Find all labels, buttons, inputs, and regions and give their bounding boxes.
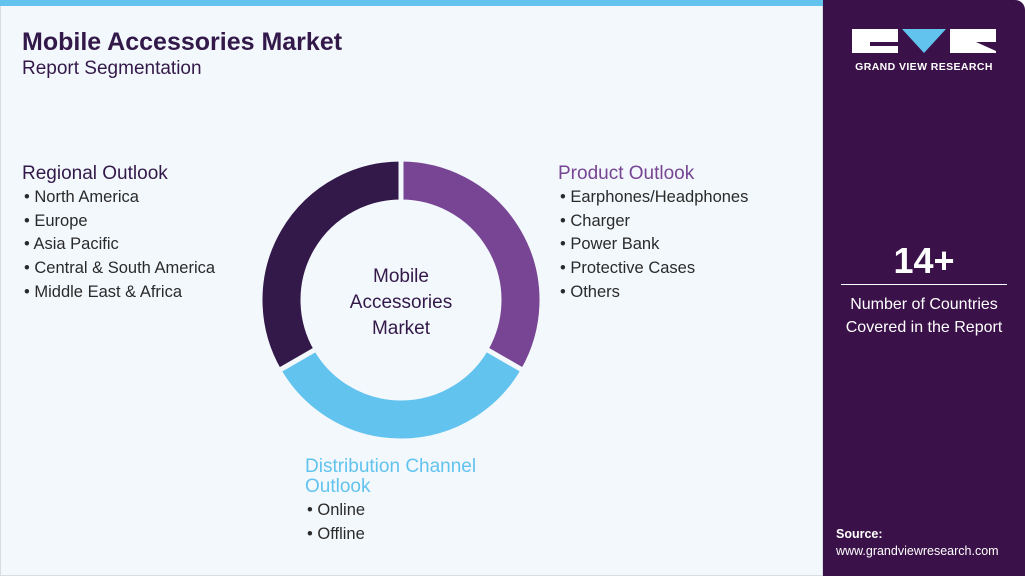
grand-view-research-logo [852,29,996,53]
donut-segment [257,156,404,374]
list-item: Others [558,281,748,305]
source: Source: www.grandviewresearch.com [836,526,999,560]
stat-label: Number of Countries [850,296,998,313]
countries-stat: 14+ Number of Countries Covered in the R… [823,240,1025,339]
list-item: Protective Cases [558,257,748,281]
page-subtitle: Report Segmentation [22,58,202,79]
sidebar [823,0,1025,576]
stat-divider [841,284,1007,285]
source-label: Source: [836,527,883,541]
distribution-outlook-heading: Outlook [305,476,371,497]
list-item: Online [305,499,476,523]
regional-outlook-heading: Regional Outlook [22,163,168,184]
center-line: Accessories [349,292,453,313]
donut-segment [275,345,527,444]
list-item: Asia Pacific [22,233,215,257]
list-item: North America [22,186,215,210]
regional-outlook-group: Regional Outlook North America Europe As… [22,164,215,305]
product-outlook-group: Product Outlook Earphones/Headphones Cha… [558,164,748,305]
list-item: Charger [558,210,748,234]
page-title: Mobile Accessories Market [22,28,343,56]
center-line: Market [371,318,431,339]
list-item: Offline [305,523,476,547]
list-item: Central & South America [22,257,215,281]
donut-center-label: Mobile Accessories Market [320,264,482,342]
center-line: Mobile [373,266,429,287]
donut-segment [398,156,545,374]
list-item: Power Bank [558,233,748,257]
list-item: Earphones/Headphones [558,186,748,210]
stat-value: 14+ [893,240,955,281]
top-accent-bar [0,0,823,6]
list-item: Europe [22,210,215,234]
product-outlook-heading: Product Outlook [558,163,695,184]
stat-label: Covered in the Report [845,319,1003,336]
distribution-outlook-group: Distribution Channel Outlook Online Offl… [305,457,476,546]
source-url[interactable]: www.grandviewresearch.com [836,544,999,558]
list-item: Middle East & Africa [22,281,215,305]
brand-name: GRAND VIEW RESEARCH [855,61,993,73]
distribution-outlook-heading: Distribution Channel [305,456,477,477]
